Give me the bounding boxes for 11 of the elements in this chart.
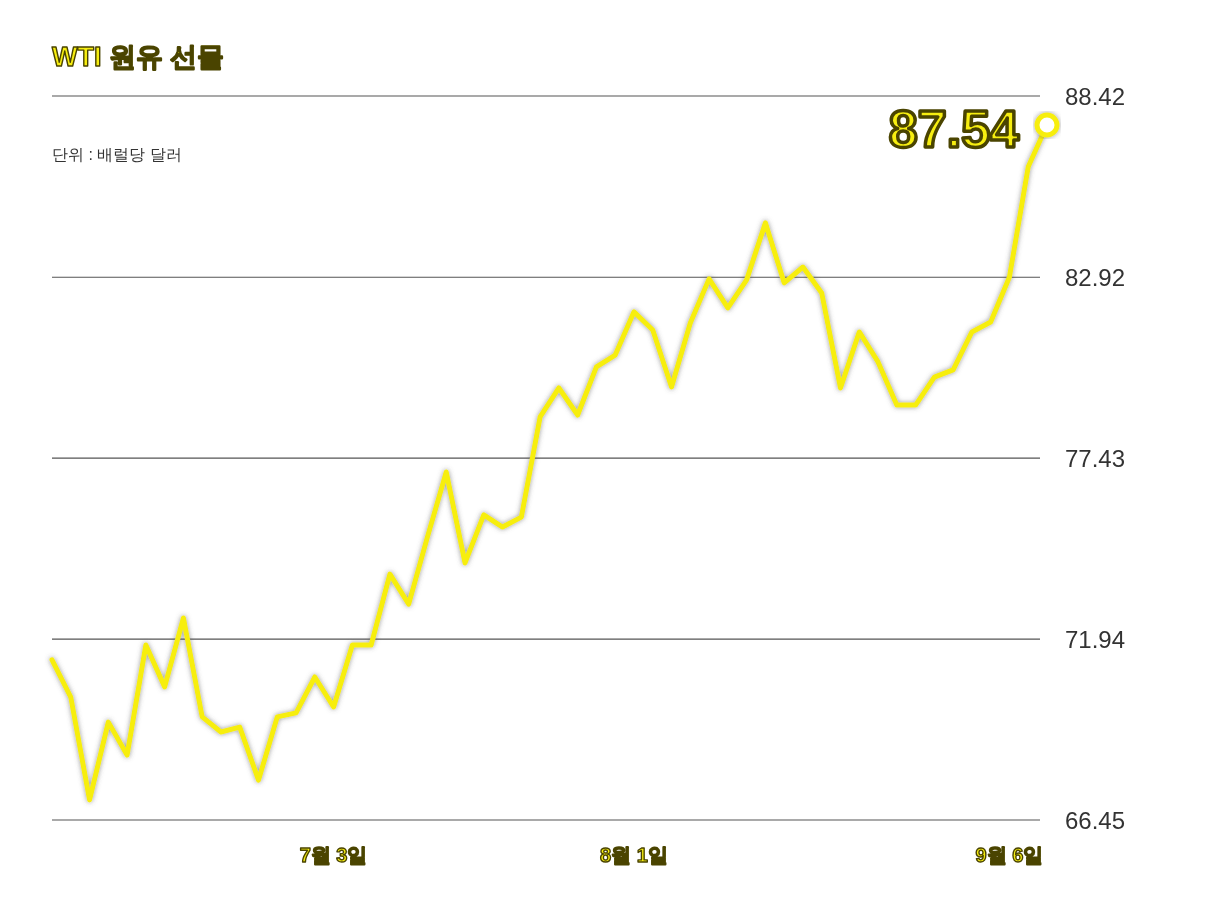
ytick: 77.43: [1065, 445, 1126, 473]
ytick: 82.92: [1065, 264, 1126, 292]
xtick: 9월 6일: [975, 844, 1044, 866]
title: WTI 원유 선물: [52, 42, 225, 72]
ytick: 71.94: [1065, 626, 1126, 654]
xtick: 8월 1일: [600, 844, 668, 866]
value-label: 87.54: [888, 100, 1019, 158]
ytick: 66.45: [1065, 807, 1126, 834]
annotation: 단위 : 배럴당 달러: [52, 146, 182, 163]
xtick: 7월 3일: [299, 844, 368, 866]
ytick: 88.42: [1065, 83, 1126, 110]
